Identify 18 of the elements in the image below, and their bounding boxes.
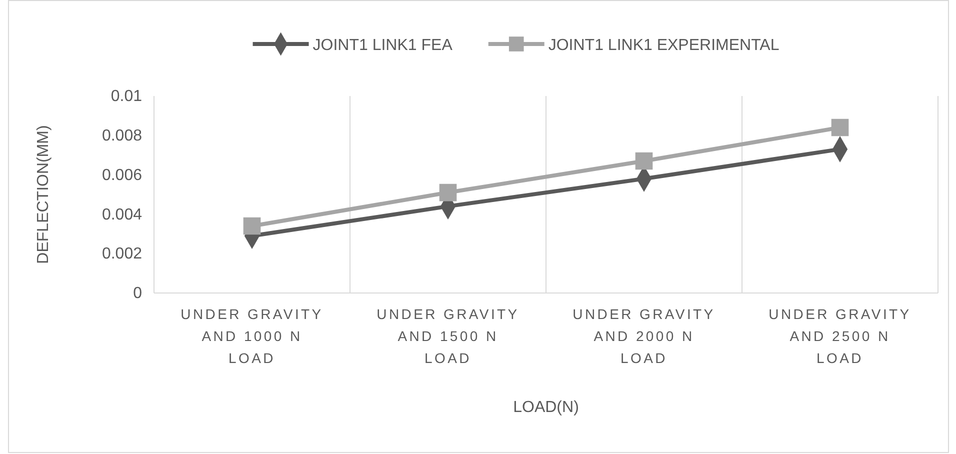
y-tick-label: 0.008 <box>102 128 142 145</box>
y-tick-label: 0 <box>133 285 142 302</box>
point <box>635 152 653 170</box>
point <box>831 118 849 136</box>
x-axis-title: LOAD(N) <box>513 399 579 416</box>
point <box>439 184 457 202</box>
x-tick-label: UNDER GRAVITY AND 2500 N LOAD <box>768 306 912 366</box>
y-tick-label: 0.002 <box>102 246 142 263</box>
point <box>243 217 261 235</box>
y-axis-title: DEFLECTION(MM) <box>35 125 52 264</box>
y-tick-label: 0.006 <box>102 166 142 184</box>
legend-label: JOINT1 LINK1 FEA <box>312 37 453 54</box>
y-tick-label: 0.004 <box>102 206 142 224</box>
x-tick-label: UNDER GRAVITY AND 2000 N LOAD <box>572 306 716 366</box>
x-tick-label: UNDER GRAVITY AND 1500 N LOAD <box>376 306 520 366</box>
y-tick-label: 0.01 <box>110 88 142 106</box>
legend-label: JOINT1 LINK1 EXPERIMENTAL <box>548 37 780 54</box>
x-tick-label: UNDER GRAVITY AND 1000 N LOAD <box>180 306 324 366</box>
